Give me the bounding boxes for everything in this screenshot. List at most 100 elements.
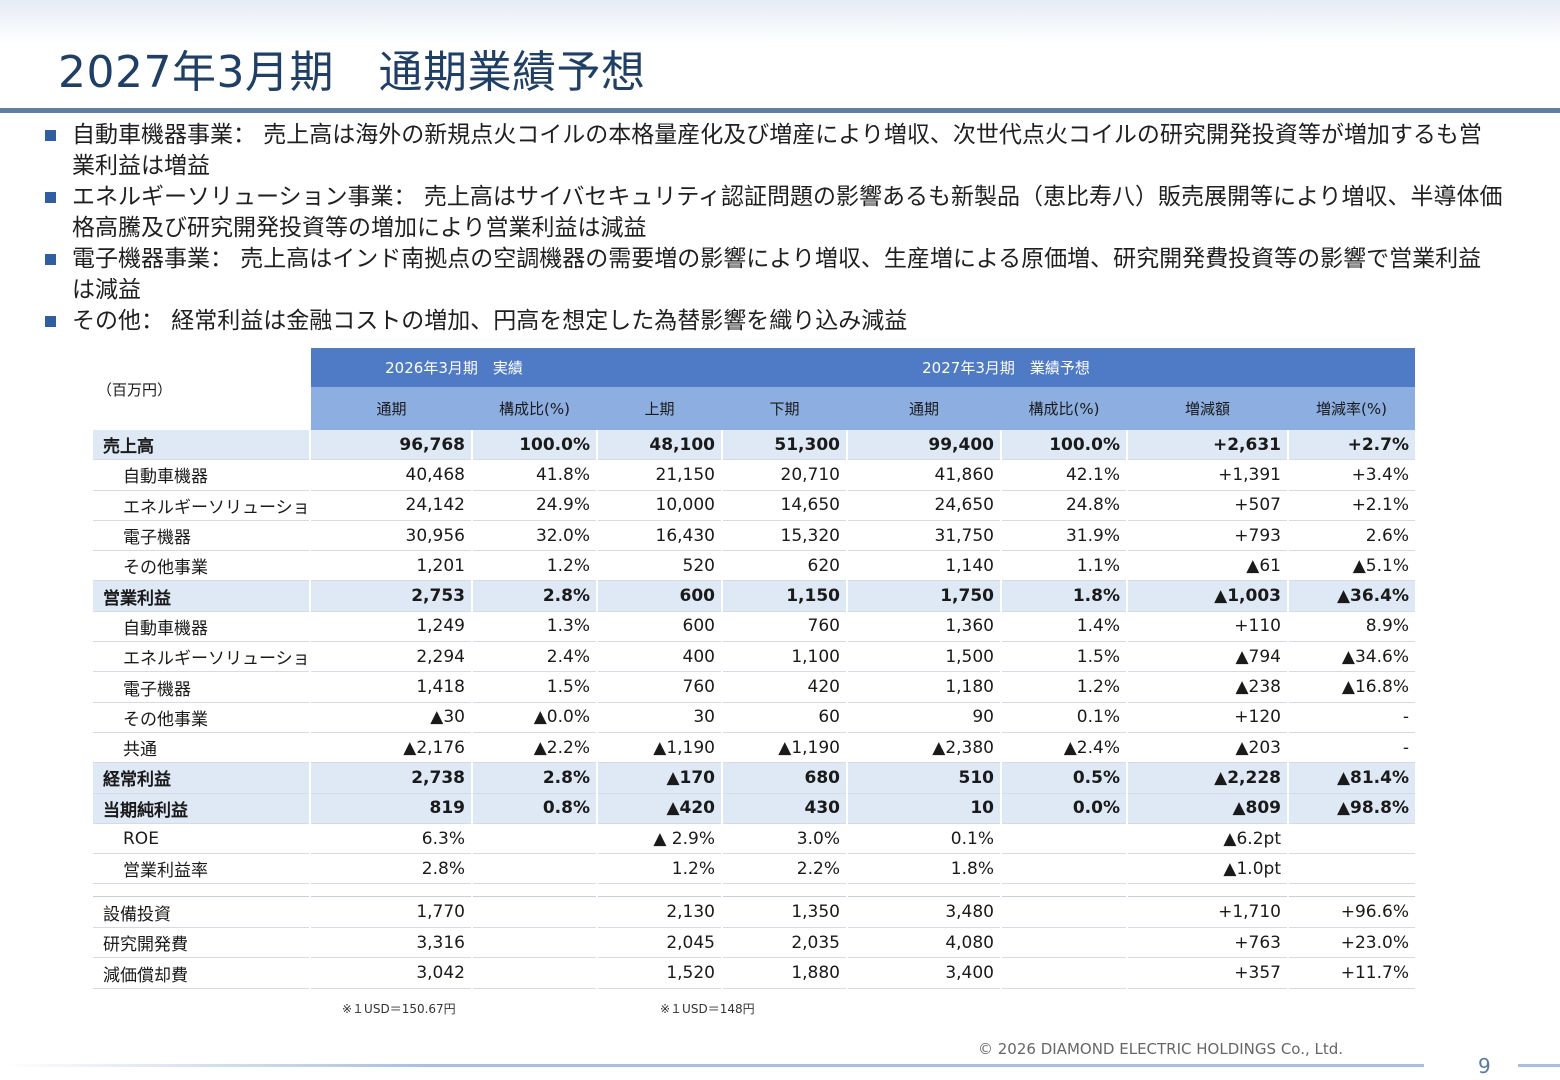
table-cell: 1.5% (1000, 641, 1127, 673)
footer-rule (1518, 1064, 1560, 1067)
table-cell (1000, 927, 1127, 959)
top-band (0, 0, 1560, 44)
table-cell: 20,710 (721, 459, 847, 491)
table-cell: 2.8% (471, 762, 597, 794)
row-label: 当期純利益 (93, 793, 310, 824)
table-cell (471, 853, 597, 885)
table-cell (1287, 853, 1415, 885)
table-cell: 2.6% (1287, 520, 1415, 552)
table-cell: 1.3% (471, 611, 597, 643)
table-cell: +1,391 (1126, 459, 1288, 491)
table-cell: ▲2,176 (309, 732, 472, 764)
table-cell: ▲81.4% (1287, 762, 1415, 794)
row-label: その他事業 (93, 550, 310, 582)
row-label: 営業利益率 (93, 853, 310, 885)
table-cell: ▲203 (1126, 732, 1288, 764)
table-cell: 2,035 (721, 927, 847, 959)
table-row: ROE 6.3% ▲ 2.9% 3.0% 0.1% ▲6.2pt (93, 823, 1415, 855)
table-cell: 41,860 (846, 459, 1001, 491)
row-label: 自動車機器 (93, 459, 310, 491)
table-cell: 1.2% (471, 550, 597, 582)
table-cell: 4,080 (846, 927, 1001, 959)
table-cell: ▲6.2pt (1126, 823, 1288, 855)
bullet-list: 自動車機器事業： 売上高は海外の新規点火コイルの本格量産化及び増産により増収、次… (44, 120, 1504, 337)
table-cell: +96.6% (1287, 896, 1415, 928)
table-cell: 1,350 (721, 896, 847, 928)
exchange-rate-note-forecast: ※１USD＝148円 (660, 1002, 755, 1016)
table-row: 売上高 96,768 100.0% 48,100 51,300 99,400 100.0% +… (93, 430, 1415, 461)
table-cell: 510 (846, 762, 1001, 794)
spacer-cell (93, 883, 1415, 898)
table-row: 自動車機器 1,249 1.3% 600 760 1,360 1.4% +110 8.9% (93, 611, 1415, 643)
table-cell: 1,140 (846, 550, 1001, 582)
table-cell: ▲2,228 (1126, 762, 1288, 794)
table-row: その他事業 ▲30 ▲0.0% 30 60 90 0.1% +120- (93, 702, 1415, 733)
table-cell: 2.8% (309, 853, 472, 885)
row-label: 電子機器 (93, 520, 310, 552)
bullet-item: 電子機器事業： 売上高はインド南拠点の空調機器の需要増の影響により増収、生産増に… (44, 244, 1504, 306)
unit-label: （百万円） (93, 348, 311, 430)
row-label: 設備投資 (93, 896, 310, 928)
table-cell: 620 (721, 550, 847, 582)
table-cell: 1,520 (596, 957, 722, 989)
table-row: エネルギーソリューション 2,294 2.4% 400 1,100 1,500 1.5% ▲7… (93, 641, 1415, 673)
column-header: 増減率(%) (1288, 387, 1415, 430)
table-cell: +763 (1126, 927, 1288, 959)
table-cell (471, 823, 597, 855)
bullet-item: 自動車機器事業： 売上高は海外の新規点火コイルの本格量産化及び増産により増収、次… (44, 120, 1504, 182)
table-cell: 760 (721, 611, 847, 643)
header-group-forecast: 2027年3月期 業績予想 (597, 348, 1415, 387)
table-cell: 2,738 (309, 762, 472, 794)
table-cell: 1.8% (846, 853, 1001, 885)
table-cell: 0.5% (1000, 762, 1127, 794)
table-cell: 760 (596, 671, 722, 703)
table-cell: 2.8% (471, 580, 597, 612)
table-cell: +3.4% (1287, 459, 1415, 491)
table-cell: 400 (596, 641, 722, 673)
table-cell (1000, 853, 1127, 885)
table-cell: ▲30 (309, 702, 472, 733)
page-title: 2027年3月期 通期業績予想 (58, 47, 646, 98)
table-cell: +357 (1126, 957, 1288, 989)
page-number: 9 (1478, 1054, 1491, 1078)
row-label: 営業利益 (93, 580, 310, 612)
table-cell: 90 (846, 702, 1001, 733)
row-label: 研究開発費 (93, 927, 310, 959)
table-cell: 10,000 (596, 490, 722, 521)
column-header: 通期 (847, 387, 1001, 430)
square-bullet-icon (45, 316, 56, 327)
bullet-item: その他： 経常利益は金融コストの増加、円高を想定した為替影響を織り込み減益 (44, 306, 1504, 337)
table-cell: 60 (721, 702, 847, 733)
table-cell: 21,150 (596, 459, 722, 491)
table-row: 当期純利益 819 0.8% ▲420 430 10 0.0% ▲809 ▲98.8% (93, 793, 1415, 824)
title-rule (0, 108, 1560, 113)
row-label: ROE (93, 823, 310, 855)
table-cell: 2,294 (309, 641, 472, 673)
table-row: 営業利益 2,753 2.8% 600 1,150 1,750 1.8% ▲1,003 ▲36.… (93, 580, 1415, 612)
table-cell (1000, 957, 1127, 989)
table-cell: ▲170 (596, 762, 722, 794)
table-cell: +120 (1126, 702, 1288, 733)
table-cell: ▲1,190 (596, 732, 722, 764)
table-cell (471, 957, 597, 989)
table-cell: 100.0% (471, 430, 597, 461)
table-cell: +507 (1126, 490, 1288, 521)
table-cell: ▲5.1% (1287, 550, 1415, 582)
table-cell: 1,201 (309, 550, 472, 582)
table-cell: - (1287, 732, 1415, 764)
table-cell: +2.7% (1287, 430, 1415, 461)
table-cell: 3,316 (309, 927, 472, 959)
table-cell: ▲420 (596, 793, 722, 824)
table-cell: ▲16.8% (1287, 671, 1415, 703)
row-label: エネルギーソリューション (93, 641, 310, 673)
table-cell: 42.1% (1000, 459, 1127, 491)
copyright: © 2026 DIAMOND ELECTRIC HOLDINGS Co., Lt… (978, 1040, 1344, 1058)
table-row: エネルギーソリューション 24,142 24.9% 10,000 14,650 24,65… (93, 490, 1415, 521)
table-cell: 1,150 (721, 580, 847, 612)
table-cell: 31.9% (1000, 520, 1127, 552)
table-row: 減価償却費 3,042 1,520 1,880 3,400 +357 +11.7% (93, 957, 1415, 989)
table-cell: - (1287, 702, 1415, 733)
table-cell: +2.1% (1287, 490, 1415, 521)
table-cell: 8.9% (1287, 611, 1415, 643)
table-cell: +2,631 (1126, 430, 1288, 461)
